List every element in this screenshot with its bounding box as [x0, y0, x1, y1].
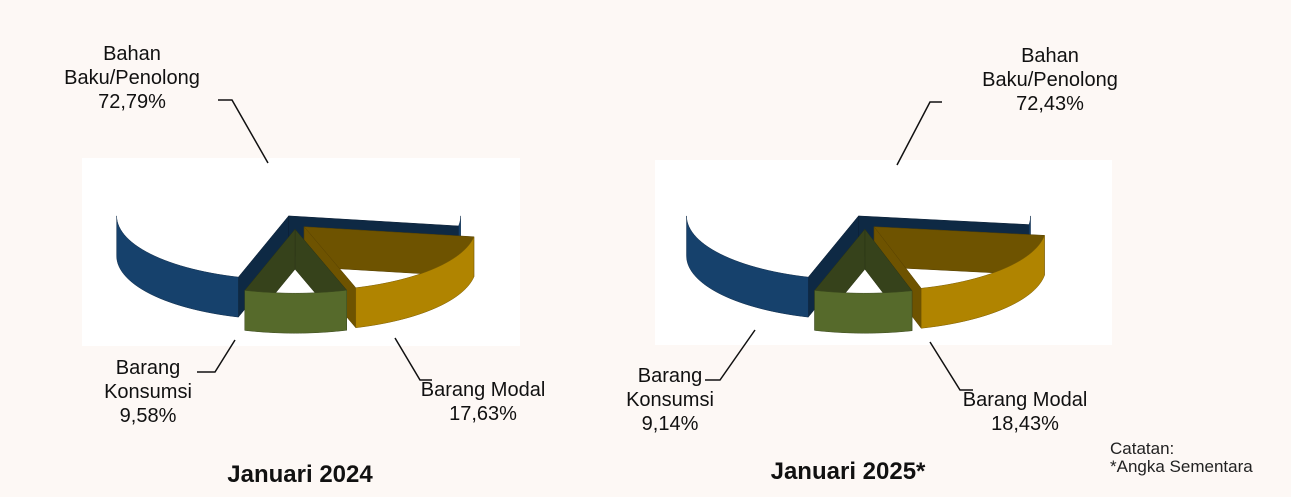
value-label: 18,43%: [991, 413, 1059, 435]
value-label: 72,43%: [1016, 93, 1084, 115]
data-label: Barang Konsumsi 9,58%: [73, 356, 223, 428]
data-label: Barang Modal 18,43%: [950, 388, 1100, 436]
value-label: 9,14%: [641, 413, 699, 435]
data-label: Bahan Baku/Penolong 72,43%: [975, 44, 1125, 116]
slice-side: [116, 215, 239, 318]
note: Catatan: *Angka Sementara: [1110, 440, 1253, 476]
pie-slice: [244, 228, 347, 334]
category-name: Barang Modal: [420, 379, 546, 401]
category-name: Barang Konsumsi: [626, 365, 714, 411]
category-name: Barang Modal: [962, 389, 1088, 411]
chart-title: Januari 2025*: [770, 458, 926, 485]
slice-side: [920, 235, 1045, 329]
category-name: Bahan Baku/Penolong: [982, 45, 1118, 91]
value-label: 9,58%: [119, 405, 177, 427]
slice-side: [686, 215, 809, 318]
data-label: Bahan Baku/Penolong 72,79%: [57, 42, 207, 114]
value-label: 72,79%: [98, 91, 166, 113]
pie-slice: [814, 228, 913, 334]
leader-line: [394, 337, 432, 381]
category-name: Bahan Baku/Penolong: [64, 43, 200, 89]
category-name: Barang Konsumsi: [104, 357, 192, 403]
slice-side: [244, 289, 347, 334]
note-line: *Angka Sementara: [1110, 457, 1253, 476]
note-line: Catatan:: [1110, 439, 1175, 458]
leader-line: [218, 99, 269, 164]
leader-line: [896, 101, 942, 166]
leader-line: [197, 339, 236, 373]
leader-line: [705, 329, 756, 381]
leader-line: [929, 341, 973, 391]
data-label: Barang Konsumsi 9,14%: [595, 364, 745, 436]
slice-side: [814, 290, 913, 334]
chart-title: Januari 2024: [227, 461, 373, 488]
value-label: 17,63%: [449, 403, 517, 425]
data-label: Barang Modal 17,63%: [408, 378, 558, 426]
slice-side: [355, 236, 475, 329]
